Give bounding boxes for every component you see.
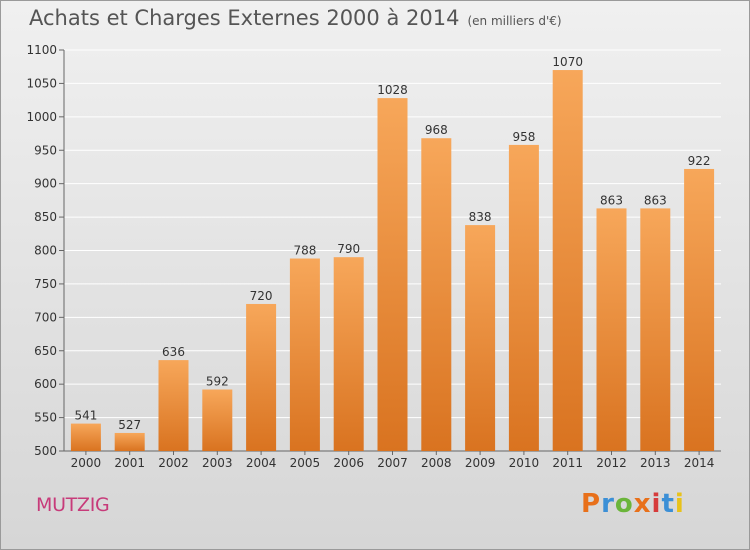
bar-2011 [552,70,583,452]
y-tick-label: 1100 [26,43,57,57]
value-label: 788 [293,244,316,258]
x-tick-label: 2010 [509,456,540,470]
x-tick-label: 2009 [465,456,496,470]
bar-2009 [465,225,496,451]
bar-2012 [596,208,627,451]
bar-2007 [377,98,408,452]
y-tick-label: 550 [34,411,57,425]
x-tick-label: 2014 [684,456,715,470]
x-tick-label: 2003 [202,456,233,470]
value-label: 922 [688,154,711,168]
y-tick-label: 900 [34,177,57,191]
bar-2005 [289,258,320,451]
x-tick-label: 2006 [333,456,364,470]
logo-letter: o [614,489,634,519]
x-tick-label: 2007 [377,456,408,470]
y-tick-label: 600 [34,377,57,391]
x-tick-label: 2013 [640,456,671,470]
bar-2001 [114,432,145,451]
bars [70,70,715,452]
logo-letter: r [601,489,615,519]
value-label: 863 [644,193,667,207]
x-tick-label: 2004 [246,456,277,470]
bar-2000 [70,423,101,451]
value-label: 790 [337,242,360,256]
y-tick-label: 950 [34,143,57,157]
x-tick-label: 2001 [114,456,145,470]
chart-title-text: Achats et Charges Externes 2000 à 2014 [29,6,460,30]
bar-2004 [246,303,277,451]
value-label: 636 [162,345,185,359]
proxiti-logo[interactable]: Proxiti [581,489,685,519]
x-tick-label: 2005 [290,456,321,470]
value-label: 720 [250,289,273,303]
labels: 541 2000 527 2001 636 2002 592 2003 720 2004 788 20… [71,55,715,470]
logo-letter: t [661,489,675,519]
bar-2014 [684,168,715,452]
value-label: 863 [600,193,623,207]
axes: 500 550 600 650 700 750 800 850 900 950 1000 1050 11… [26,43,721,458]
value-label: 958 [512,130,535,144]
bar-2002 [158,360,189,451]
bar-2003 [202,389,233,451]
x-tick-label: 2000 [71,456,102,470]
bar-2008 [421,138,452,451]
bar-2010 [508,144,539,452]
logo-letter: i [651,489,662,519]
chart-title-unit: (en milliers d'€) [467,14,562,28]
logo-letter: x [633,489,652,519]
x-tick-label: 2011 [552,456,583,470]
y-tick-label: 750 [34,277,57,291]
x-tick-label: 2012 [596,456,627,470]
y-tick-label: 500 [34,444,57,458]
value-label: 592 [206,375,229,389]
x-tick-label: 2002 [158,456,189,470]
logo-letter: i [674,489,685,519]
x-tick-label: 2008 [421,456,452,470]
y-tick-label: 1050 [26,76,57,90]
city-name: MUTZIG [36,494,110,516]
y-tick-label: 800 [34,244,57,258]
value-label: 968 [425,123,448,137]
bar-2013 [640,208,671,451]
y-tick-label: 650 [34,344,57,358]
value-label: 541 [74,409,97,423]
value-label: 1028 [377,83,408,97]
chart-title: Achats et Charges Externes 2000 à 2014 (e… [29,6,562,30]
y-tick-label: 1000 [26,110,57,124]
bar-2006 [333,257,364,451]
value-label: 838 [469,210,492,224]
value-label: 527 [118,418,141,432]
y-tick-label: 850 [34,210,57,224]
y-tick-label: 700 [34,310,57,324]
value-label: 1070 [552,55,583,69]
logo-letter: P [581,489,602,519]
